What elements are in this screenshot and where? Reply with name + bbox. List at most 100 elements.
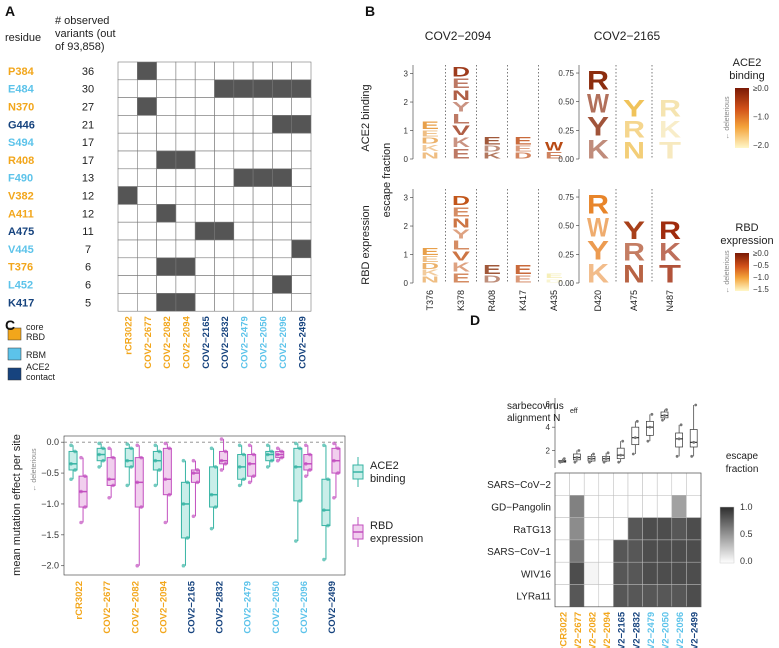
logo-rbd-2094-letter: E	[452, 272, 470, 286]
site-label: K417	[518, 290, 528, 311]
grid-cell	[156, 79, 177, 98]
legend-label: RBM	[26, 350, 46, 360]
legend-bar	[735, 253, 749, 291]
logo-ace2-2094-letter: E	[452, 76, 470, 91]
y-axis-label-sub: eff	[570, 408, 578, 415]
box	[209, 466, 219, 508]
grid-cell	[175, 204, 196, 223]
logo-rbd-2165-letter: K	[659, 239, 681, 267]
tick-label: −2.0	[41, 561, 59, 571]
grid-cell	[117, 204, 138, 223]
data-point	[279, 449, 284, 454]
heatmap-cell	[598, 561, 614, 585]
logo-rbd-2165-letter: W	[587, 213, 609, 243]
heatmap-cell	[671, 517, 687, 541]
antibody-label: COV2−2499	[690, 612, 701, 648]
data-point	[575, 456, 579, 459]
grid-cell	[194, 97, 215, 116]
grid-cell	[214, 61, 235, 81]
data-point	[690, 454, 694, 458]
heatmap-cell	[671, 584, 687, 608]
antibody-label: COV2−2479	[239, 316, 250, 369]
data-point	[209, 446, 214, 451]
grid-cell	[137, 221, 157, 241]
logo-ace2-2165-letter: R	[623, 116, 645, 143]
tick-label: 0.75	[558, 69, 574, 78]
virus-label: WIV16	[521, 569, 551, 580]
grid-cell	[117, 186, 138, 205]
heatmap-cell	[569, 584, 585, 608]
data-point	[219, 458, 224, 463]
data-point	[606, 451, 610, 455]
grid-cell	[252, 221, 273, 241]
row-label: ACE2 binding	[360, 84, 372, 151]
colorbar	[719, 506, 735, 564]
heatmap-cell	[656, 561, 673, 585]
data-point	[107, 495, 111, 500]
logo-ace2-2094-letter: E	[483, 135, 501, 147]
grid-cell	[272, 204, 292, 223]
legend-label: core	[26, 322, 44, 332]
data-point	[590, 457, 593, 461]
grid-cell	[233, 257, 254, 276]
data-point	[129, 446, 134, 451]
antibody-label: COV2−2832	[215, 581, 226, 634]
grid-cell	[252, 168, 273, 187]
data-point	[633, 436, 637, 440]
residue-header: residue	[5, 32, 41, 44]
logo-ace2-2094-letter: K	[483, 152, 501, 161]
logo-rbd-2165-letter: R	[659, 217, 681, 245]
data-point	[322, 443, 326, 448]
heatmap-cell	[554, 584, 570, 608]
tick-label: 0.75	[558, 193, 574, 202]
heatmap-cell	[627, 561, 643, 585]
grid-cell	[233, 79, 254, 98]
data-point	[308, 468, 312, 472]
grid-cell	[233, 97, 254, 116]
panel-label: A	[5, 3, 15, 19]
antibody-label: COV2−2050	[271, 581, 282, 634]
heatmap-cell	[627, 584, 643, 608]
grid-cell	[291, 150, 312, 170]
data-point	[560, 460, 564, 463]
site-label: A475	[629, 290, 639, 311]
grid-cell	[117, 168, 138, 187]
logo-rbd-2165-letter: Y	[587, 236, 610, 266]
data-point	[562, 457, 566, 461]
heatmap-cell	[613, 539, 629, 563]
antibody-label: COV2−2094	[182, 315, 193, 368]
deleterious-label: ← deleterious	[724, 250, 731, 294]
data-point	[661, 418, 664, 422]
logo-ace2-2165-letter: Y	[587, 112, 610, 142]
grid-cell	[291, 204, 312, 223]
grid-cell	[175, 257, 196, 276]
heatmap-cell	[671, 539, 687, 563]
data-point	[604, 457, 608, 461]
legend-title: expression	[720, 235, 773, 247]
logo-rbd-2165-letter: T	[659, 261, 682, 289]
observed-count: 7	[85, 244, 91, 256]
heatmap-cell	[686, 561, 702, 585]
data-point	[308, 452, 312, 457]
heatmap-cell	[686, 517, 702, 541]
observed-count: 17	[82, 137, 94, 149]
data-point	[69, 443, 73, 448]
data-point	[635, 419, 639, 423]
grid-cell	[117, 132, 138, 152]
deleterious-label: ← deleterious	[31, 448, 38, 492]
observed-header: variants (out	[55, 28, 116, 40]
grid-cell	[156, 168, 177, 187]
logo-ace2-2165-letter: R	[659, 95, 681, 122]
colorbar-tick: 1.0	[740, 502, 753, 512]
data-point	[153, 443, 158, 448]
grid-cell	[272, 221, 292, 241]
grid-cell	[233, 221, 254, 241]
grid-cell	[291, 132, 312, 152]
heatmap-cell	[627, 472, 643, 496]
data-point	[209, 492, 214, 497]
grid-cell	[194, 186, 215, 205]
grid-cell	[252, 275, 273, 294]
box	[293, 447, 303, 502]
data-point	[322, 508, 326, 512]
observed-count: 17	[82, 155, 94, 167]
